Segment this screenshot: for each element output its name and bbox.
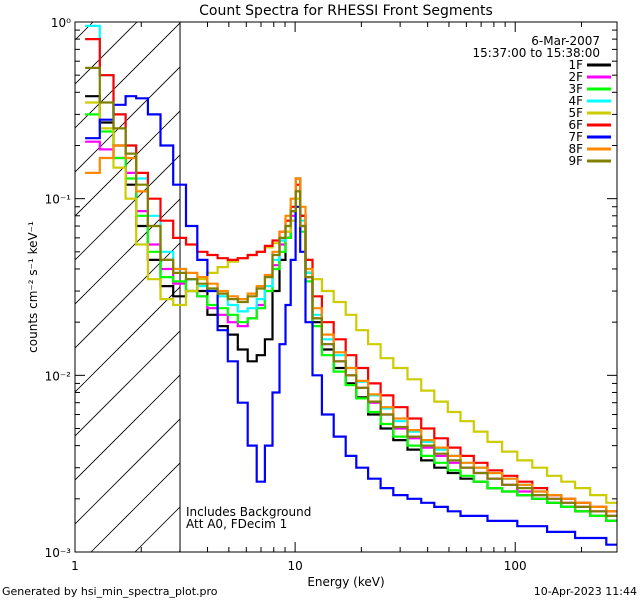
legend-item: 5F <box>568 106 611 120</box>
annotation-background: Includes Background <box>186 505 311 519</box>
legend-item: 7F <box>568 130 611 144</box>
y-tick-label: 10⁻¹ <box>45 193 72 207</box>
legend-item: 8F <box>568 142 611 156</box>
legend-label: 9F <box>568 154 583 168</box>
hatch-line <box>75 22 181 129</box>
x-tick-label: 10 <box>287 559 302 573</box>
series-2F-line <box>85 140 617 517</box>
legend-label: 1F <box>568 58 583 72</box>
y-tick-label: 10⁻² <box>45 369 72 383</box>
plot-frame <box>74 21 618 553</box>
series-6F-line <box>85 38 617 513</box>
x-tick-label: 1 <box>71 559 79 573</box>
legend-item: 4F <box>568 94 611 108</box>
legend-label: 7F <box>568 130 583 144</box>
legend-item: 9F <box>568 154 611 168</box>
y-tick-label: 10⁰ <box>51 16 71 30</box>
legend-item: 2F <box>568 70 611 84</box>
x-tick-label: 100 <box>504 559 527 573</box>
legend-item: 3F <box>568 82 611 96</box>
y-tick-label: 10⁻³ <box>45 546 72 560</box>
footer-generated-by: Generated by hsi_min_spectra_plot.pro <box>2 585 218 598</box>
legend-date: 6-Mar-2007 <box>531 34 600 48</box>
hatch-line <box>75 110 181 217</box>
y-axis-label: counts cm⁻² s⁻¹ keV⁻¹ <box>26 221 40 353</box>
legend-label: 6F <box>568 118 583 132</box>
chart-title: Count Spectra for RHESSI Front Segments <box>199 3 493 19</box>
legend: 6-Mar-2007 15:37:00 to 15:38:00 1F2F3F4F… <box>473 34 611 168</box>
series-3F-line <box>85 113 617 522</box>
footer-timestamp: 10-Apr-2023 11:44 <box>534 585 637 598</box>
hatch-line <box>75 22 94 41</box>
hatch-line <box>75 286 181 393</box>
legend-label: 2F <box>568 70 583 84</box>
annotation-attenuator: Att A0, FDecim 1 <box>186 517 287 531</box>
hatch-line <box>75 66 181 173</box>
series-9F-line <box>85 66 617 517</box>
series-8F-line <box>85 144 617 513</box>
legend-label: 5F <box>568 106 583 120</box>
excluded-region-hatch <box>75 22 181 552</box>
series-1F-line <box>85 95 617 522</box>
legend-label: 4F <box>568 94 583 108</box>
hatch-line <box>134 506 181 552</box>
hatch-line <box>75 330 181 437</box>
hatch-line <box>75 242 181 349</box>
hatch-line <box>75 198 181 305</box>
legend-label: 8F <box>568 142 583 156</box>
series-7F-line <box>85 95 617 546</box>
legend-item: 6F <box>568 118 611 132</box>
series-5F-line <box>85 101 617 504</box>
legend-label: 3F <box>568 82 583 96</box>
hatch-line <box>75 418 181 525</box>
x-axis-label: Energy (keV) <box>307 575 384 589</box>
series-layer <box>85 24 617 546</box>
legend-time-range: 15:37:00 to 15:38:00 <box>473 46 600 60</box>
axis-ticks: 1 10 100 10⁰ 10⁻¹ 10⁻² 10⁻³ <box>45 16 617 573</box>
hatch-line <box>75 374 181 481</box>
legend-item: 1F <box>568 58 611 72</box>
